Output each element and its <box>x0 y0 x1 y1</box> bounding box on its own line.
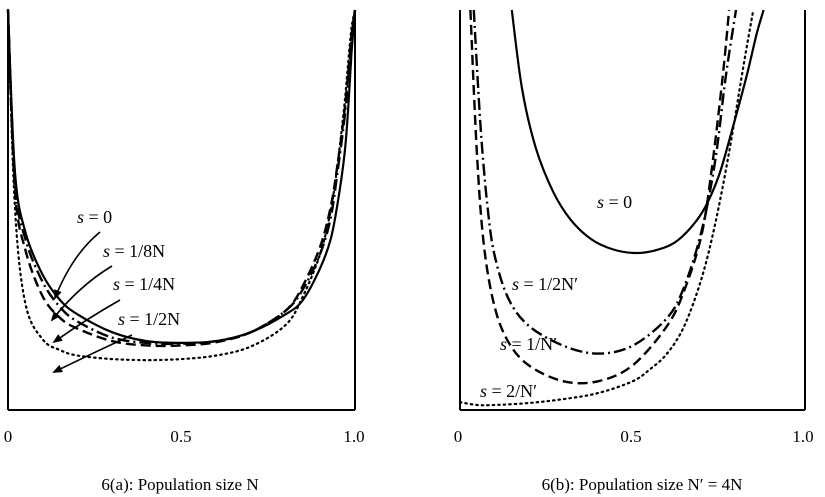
panel-a-x-tick-1-0: 1.0 <box>343 427 364 446</box>
panel-b-series-dotted-line <box>458 8 755 407</box>
annotation-a-s0-arrow <box>54 231 101 300</box>
annotation-a-s18-arrow <box>50 265 113 322</box>
svg-text:s = 1/2N: s = 1/2N <box>118 309 180 329</box>
annotation-a-s0: s = 0 <box>54 207 112 300</box>
annotation-b-s0: s = 0 <box>597 192 632 212</box>
annotation-a-s14: s = 1/4N <box>52 274 175 344</box>
annotation-a-s14-arrow <box>52 299 121 344</box>
annotation-a-s12: s = 1/2N <box>52 309 180 373</box>
panel-b-x-tick-1-0: 1.0 <box>792 427 813 446</box>
panel-a-x-tick-0: 0 <box>4 427 13 446</box>
panel-b-chart: 0 0.5 1.0 s = 0 s = 1/2N′ s = 1/N′ s = 2… <box>454 8 814 494</box>
annotation-b-s1: s = 1/N′ <box>500 334 557 354</box>
panel-a-x-tick-0-5: 0.5 <box>170 427 191 446</box>
panel-b-x-tick-0: 0 <box>454 427 463 446</box>
annotation-a-s18: s = 1/8N <box>50 241 165 322</box>
panel-b-x-tick-0-5: 0.5 <box>620 427 641 446</box>
panel-a-caption: 6(a): Population size N <box>101 475 258 494</box>
panel-b-caption: 6(b): Population size N′ = 4N <box>542 475 743 494</box>
annotation-b-s12: s = 1/2N′ <box>512 274 578 294</box>
panel-b-series-dashed-line <box>469 9 731 385</box>
svg-text:s = 1/8N: s = 1/8N <box>103 241 165 261</box>
panel-a-series-dashed-line <box>6 9 357 348</box>
annotation-b-s2: s = 2/N′ <box>480 381 537 401</box>
panel-a-series-dash-dot-line <box>6 9 357 346</box>
panel-b-series-solid-line <box>510 9 765 255</box>
svg-text:s = 0: s = 0 <box>77 207 112 227</box>
annotation-a-s12-arrow <box>52 334 133 373</box>
svg-text:s = 1/4N: s = 1/4N <box>113 274 175 294</box>
panel-a-series-solid-line <box>6 9 357 344</box>
panel-b-series-dash-dot-line <box>472 9 738 355</box>
panel-a-chart: 0 0.5 1.0 s = 0 s = 1/8N s = 1/4N s = 1/… <box>4 8 365 494</box>
panel-a-series-dotted-line <box>6 8 357 362</box>
